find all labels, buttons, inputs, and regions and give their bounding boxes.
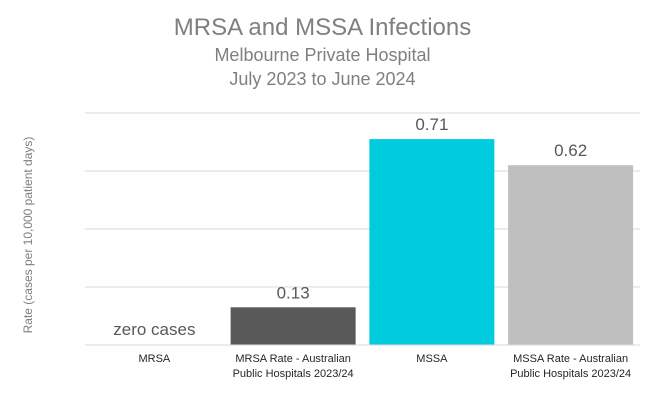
category-label-3: MSSA Rate - Australian Public Hospitals 2… [510, 353, 631, 380]
category-label-2: MSSA [416, 353, 448, 365]
bar-1 [230, 307, 356, 345]
chart-subtitle: Melbourne Private Hospital [214, 45, 431, 65]
data-label-3: 0.62 [554, 141, 587, 160]
data-label-0: zero cases [113, 320, 195, 339]
bar-2 [369, 139, 495, 345]
category-label-0: MRSA [138, 353, 170, 365]
data-label-1: 0.13 [277, 283, 310, 302]
chart-subtitle-period: July 2023 to June 2024 [229, 69, 416, 89]
data-label-2: 0.71 [415, 115, 448, 134]
category-label-1: MRSA Rate - Australian Public Hospitals 2… [233, 353, 354, 380]
chart-title: MRSA and MSSA Infections [173, 14, 472, 41]
bar-3 [508, 165, 634, 345]
